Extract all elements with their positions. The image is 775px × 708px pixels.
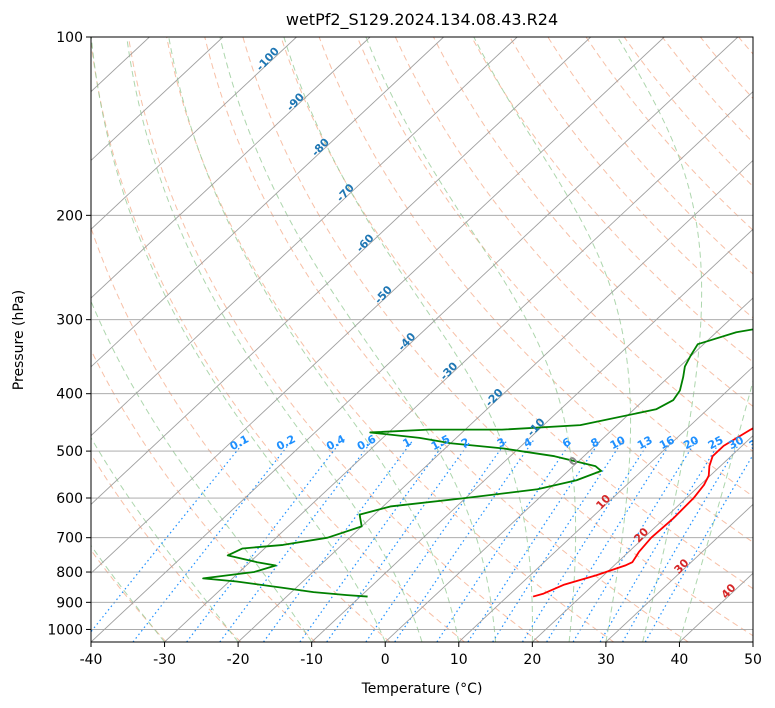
- mixing-ratio-label: 36: [747, 433, 767, 452]
- mixing-ratio-label: 20: [681, 433, 701, 452]
- mixing-ratio-line: [546, 440, 673, 642]
- x-tick-label: 10: [450, 652, 468, 668]
- y-tick-label: 800: [56, 565, 83, 581]
- temperature-line: [532, 427, 753, 598]
- x-tick-label: 20: [523, 652, 541, 668]
- y-tick-label: 400: [56, 387, 83, 403]
- moist-adiabat: [473, 37, 632, 642]
- isotherm-line: [458, 366, 753, 642]
- mixing-ratio-line: [521, 440, 651, 642]
- moist-adiabat: [126, 37, 423, 642]
- x-tick-label: -30: [153, 652, 176, 668]
- isotherm-line: [605, 503, 753, 642]
- dry-adiabat: [661, 37, 753, 144]
- dry-adiabat: [471, 37, 753, 363]
- mixing-ratio-line: [572, 440, 697, 642]
- x-tick-label: 0: [381, 652, 390, 668]
- dry-adiabat: [623, 37, 753, 188]
- isotherm-line: [91, 37, 665, 574]
- isotherm-line: [237, 159, 753, 642]
- x-tick-label: 30: [597, 652, 615, 668]
- mixing-ratio-line: [326, 440, 472, 642]
- y-axis-ticks: 100 200 300 400 500 600 700 800 900 1000: [47, 30, 91, 638]
- moist-adiabat: [91, 436, 239, 642]
- moist-adiabat: [168, 37, 460, 642]
- moist-adiabat: [91, 37, 386, 642]
- y-tick-label: 300: [56, 313, 83, 329]
- y-tick-label: 600: [56, 491, 83, 507]
- isotherm-line: [91, 37, 518, 437]
- sounding-series: [202, 328, 753, 598]
- dry-adiabat: [91, 37, 465, 642]
- isotherm-line: [384, 297, 753, 642]
- moist-adiabat: [219, 37, 497, 642]
- isotherm-line: [91, 37, 444, 368]
- moist-adiabat: [283, 37, 533, 642]
- isotherm-line: [311, 228, 753, 642]
- plot-area: -100-90-80-70-60-50-40-30-20-10010203040…: [91, 37, 767, 642]
- x-tick-label: 50: [744, 652, 762, 668]
- mixing-ratio-label: 13: [635, 433, 655, 452]
- moist-adiabat: [617, 37, 703, 642]
- y-tick-label: 1000: [47, 622, 83, 638]
- isotherm-line: [91, 37, 224, 162]
- chart-title: wetPf2_S129.2024.134.08.43.R24: [286, 10, 558, 30]
- dry-adiabat: [394, 37, 753, 452]
- dry-adiabat: [91, 453, 242, 642]
- y-tick-label: 700: [56, 531, 83, 547]
- dry-adiabats: [91, 37, 753, 642]
- dry-adiabat: [318, 37, 753, 543]
- dry-adiabat: [128, 37, 540, 642]
- isotherm-line: [91, 37, 297, 230]
- mixing-ratio-line: [299, 440, 447, 642]
- mixing-ratio-label: 16: [657, 433, 677, 452]
- mixing-ratio-line: [365, 440, 508, 642]
- mixing-ratio-label: 25: [706, 433, 726, 452]
- moist-adiabat: [365, 37, 577, 642]
- mixing-ratio-line: [186, 440, 343, 642]
- dry-adiabat: [91, 348, 316, 642]
- dewpoint-line: [202, 328, 753, 598]
- isotherm-line: [164, 91, 753, 642]
- y-tick-label: 500: [56, 444, 83, 460]
- dry-adiabat: [166, 37, 614, 642]
- mixing-ratio-line: [394, 440, 534, 642]
- dry-adiabat: [547, 37, 753, 275]
- mixing-ratio-line: [219, 440, 373, 642]
- moist-adiabat: [91, 544, 165, 642]
- x-tick-label: -40: [80, 652, 103, 668]
- grid-lines: [91, 37, 753, 642]
- x-axis-ticks: -40 -30 -20 -10 0 10 20 30 40 50: [80, 642, 762, 668]
- mixing-ratio-label: 30: [726, 433, 746, 452]
- y-tick-label: 100: [56, 30, 83, 46]
- x-tick-label: 40: [671, 652, 689, 668]
- x-tick-label: -10: [300, 652, 323, 668]
- dry-adiabat: [280, 37, 753, 590]
- plot-frame: [90, 36, 754, 643]
- moist-adiabat: [678, 379, 753, 642]
- mixing-ratio-line: [622, 440, 742, 642]
- y-tick-label: 200: [56, 208, 83, 224]
- dry-adiabat: [91, 226, 391, 642]
- x-tick-label: -20: [227, 652, 250, 668]
- mixing-ratio-lines: [91, 440, 753, 642]
- y-tick-label: 900: [56, 595, 83, 611]
- dry-adiabat: [433, 37, 753, 408]
- mixing-ratio-label: 10: [608, 433, 628, 452]
- isotherm-line: [91, 37, 739, 642]
- x-axis-label: Temperature (°C): [361, 681, 483, 697]
- dry-adiabat: [204, 37, 689, 642]
- isotherm-line: [532, 434, 753, 642]
- isotherm-line: [91, 37, 592, 506]
- y-axis-label: Pressure (hPa): [11, 290, 27, 390]
- moist-adiabats: [91, 37, 753, 642]
- isotherm-line: [91, 37, 371, 299]
- mixing-ratio-line: [263, 440, 414, 642]
